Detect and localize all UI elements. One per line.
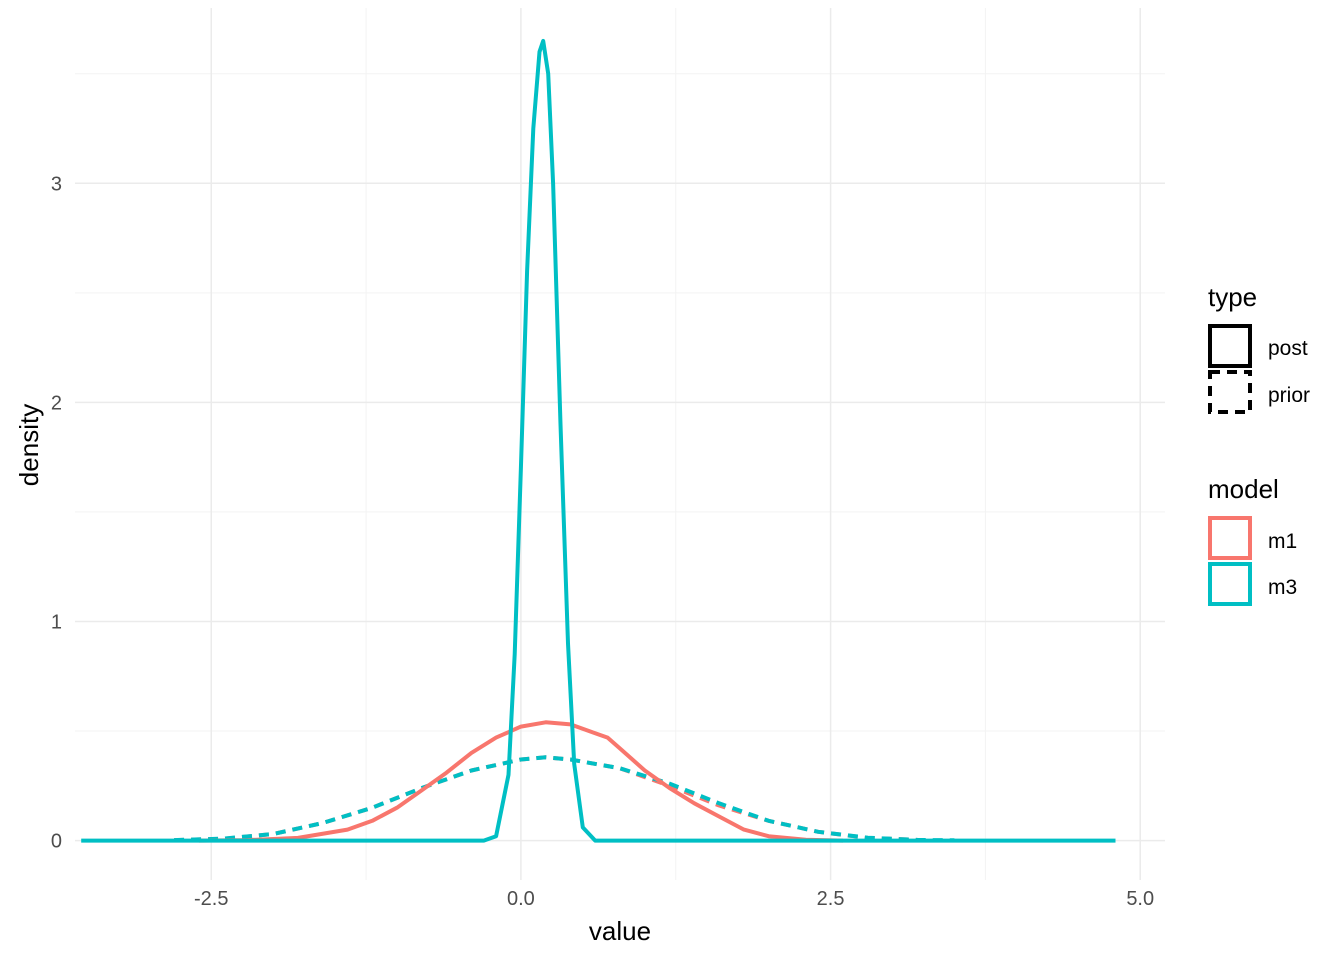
legend-label-m3: m3 (1268, 576, 1297, 599)
legend-model-title: model (1208, 474, 1279, 504)
y-axis-title: density (14, 404, 44, 486)
x-tick-label: 2.5 (817, 888, 845, 910)
x-tick-labels: -2.5 0.0 2.5 5.0 (194, 888, 1154, 910)
legend-label-post: post (1268, 337, 1308, 360)
series-line-m1-post (198, 720, 844, 843)
legend-key-m3 (1208, 562, 1252, 606)
legend-model: model m1 m3 (1208, 474, 1297, 606)
y-tick-label: 2 (51, 392, 62, 414)
y-tick-label: 1 (51, 611, 62, 633)
x-tick-label: 5.0 (1126, 888, 1154, 910)
legend-type: type post prior (1208, 282, 1310, 414)
legend-key-post (1208, 324, 1252, 368)
series-layer (81, 38, 1116, 843)
x-tick-label: 0.0 (507, 888, 535, 910)
legend-type-title: type (1208, 282, 1257, 312)
legend-label-m1: m1 (1268, 530, 1297, 553)
minor-y-gridlines (75, 73, 1165, 732)
y-tick-label: 3 (51, 173, 62, 195)
x-axis-title: value (589, 916, 651, 946)
legend-label-prior: prior (1268, 384, 1310, 407)
x-tick-label: -2.5 (194, 888, 228, 910)
y-tick-label: 0 (51, 831, 62, 853)
legend-key-m1 (1208, 516, 1252, 560)
series-line-m3-post (81, 38, 1116, 843)
legend-key-prior (1208, 370, 1252, 414)
y-tick-labels: 0 1 2 3 (51, 173, 62, 852)
series-line-m3-prior (174, 755, 955, 843)
minor-x-gridlines (365, 8, 986, 880)
